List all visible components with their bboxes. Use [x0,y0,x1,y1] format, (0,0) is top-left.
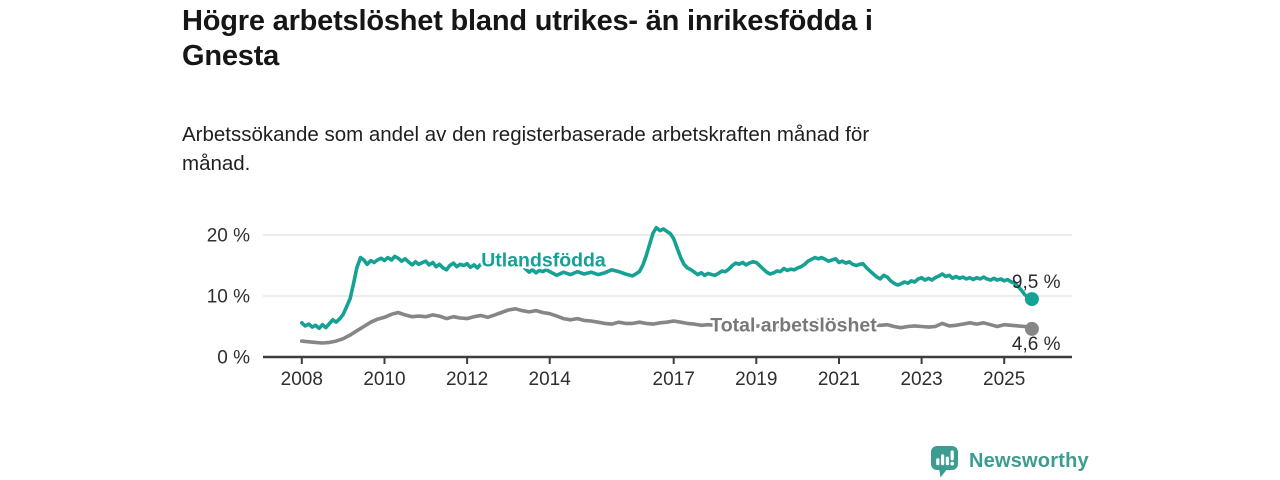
x-tick-label: 2019 [735,369,777,390]
chart-subtitle: Arbetssökande som andel av den registerb… [182,123,870,175]
series-label-utlandsf-dda: Utlandsfödda [481,250,606,272]
end-value-label-total-arbetsl-shet: 4,6 % [1012,334,1061,355]
y-tick-label: 20 % [207,226,250,247]
x-tick-label: 2025 [983,369,1025,390]
y-tick-label: 10 % [207,287,250,308]
x-tick-label: 2012 [446,369,488,390]
series-end-dot-total-arbetsl-shet [1024,321,1039,336]
x-tick-label: 2010 [363,369,405,390]
unemployment-line-chart: 2008 2010 2012 2014 2017 2019 2021 2023 2025 0 % 1… [207,225,1072,390]
newsworthy-logo: Newsworthy [930,445,1089,478]
x-tick-label: 2023 [900,369,942,390]
bar-chart-bubble-icon [931,446,958,478]
series-end-dot-utlandsf-dda [1024,292,1039,307]
series-line-total-arbetsl-shet [300,307,1034,345]
end-value-label-utlandsf-dda: 9,5 % [1012,272,1061,293]
y-tick-label: 0 % [217,348,250,369]
x-tick-label: 2014 [529,369,572,390]
series-label-total-arbetsl-shet: Total arbetslöshet [710,315,877,337]
chart-title: Högre arbetslöshet bland utrikes- än inr… [182,5,873,72]
x-tick-label: 2021 [818,369,860,390]
newsworthy-logo-text: Newsworthy [969,450,1089,472]
x-tick-label: 2008 [281,369,323,390]
x-tick-label: 2017 [653,369,695,390]
series-line-utlandsf-dda [300,225,1034,331]
